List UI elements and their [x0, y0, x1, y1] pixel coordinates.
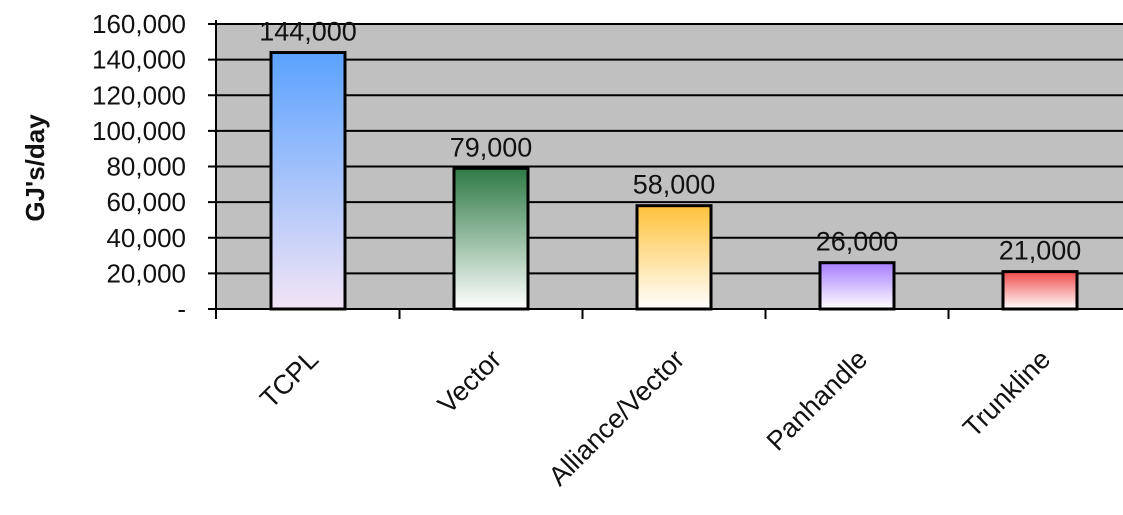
y-tick-label: 160,000: [92, 9, 186, 39]
y-tick-label: 20,000: [106, 258, 186, 288]
y-axis-ticks: - 20,000 40,000 60,000 80,000 100,000 120,000 1…: [92, 9, 216, 324]
bar-tcpl: [269, 51, 347, 311]
category-label: Alliance/Vector: [543, 344, 691, 492]
data-label: 144,000: [259, 17, 357, 47]
data-label: 79,000: [450, 132, 533, 162]
category-label: Trunkline: [957, 344, 1056, 443]
data-label: 26,000: [816, 227, 899, 257]
x-axis: [215, 20, 1123, 319]
bar-vector: [452, 166, 530, 311]
category-label: TCPL: [254, 344, 324, 414]
category-label: Panhandle: [761, 344, 874, 457]
data-label: 21,000: [999, 236, 1082, 266]
y-tick-label: 80,000: [106, 152, 186, 182]
y-tick-label: 40,000: [106, 223, 186, 253]
bar-alliance-vector: [635, 204, 713, 311]
bar-trunkline: [1001, 270, 1079, 311]
data-label: 58,000: [633, 170, 716, 200]
y-tick-label: 140,000: [92, 45, 186, 75]
bar-panhandle: [818, 261, 896, 311]
y-tick-label: 120,000: [92, 80, 186, 110]
data-labels: 144,000 79,000 58,000 26,000 21,000: [259, 17, 1081, 266]
y-tick-label: 100,000: [92, 116, 186, 146]
bars: [269, 51, 1079, 311]
y-tick-label: 60,000: [106, 187, 186, 217]
category-label: Vector: [432, 344, 507, 419]
y-axis-label: GJ's/day: [20, 114, 50, 222]
y-tick-label: -: [177, 294, 186, 324]
category-labels: TCPL Vector Alliance/Vector Panhandle Trunkl…: [254, 344, 1056, 492]
